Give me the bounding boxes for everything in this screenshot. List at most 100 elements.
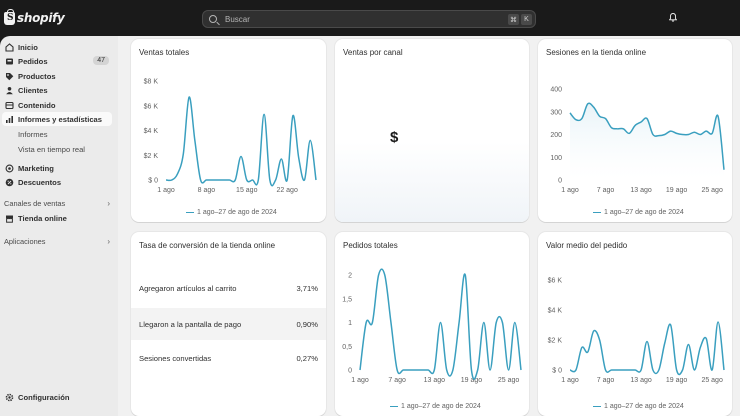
x-tick-label: 1 ago [351, 377, 369, 384]
legend-label: 1 ago–27 de ago de 2024 [197, 209, 277, 216]
chart-placeholder [335, 142, 529, 222]
total-sales-card[interactable]: Ventas totales $ 0 $2 K $4 K $6 K $8 K 1 ago 8… [131, 39, 326, 222]
y-tick-label: 0 [348, 368, 352, 375]
x-tick-label: 1 ago [561, 187, 579, 194]
brand-name: shopify [17, 11, 65, 25]
x-tick-label: 1 ago [561, 377, 579, 384]
series-line [569, 321, 725, 376]
y-tick-label: 100 [550, 155, 562, 162]
x-tick-label: 25 ago [701, 187, 723, 194]
y-tick-label: 400 [550, 87, 562, 94]
legend-line-icon [593, 211, 601, 214]
series-area [570, 103, 724, 180]
sidebar-item-customers[interactable]: Clientes [2, 83, 112, 97]
sidebar-item-label: Pedidos [18, 56, 48, 66]
sidebar: Inicio Pedidos 47 Productos Clientes Con… [0, 36, 118, 416]
shopify-logo[interactable]: S shopify [4, 8, 65, 25]
series-line [359, 268, 522, 380]
y-tick-label: $ 0 [148, 178, 158, 185]
legend-line-icon [390, 405, 398, 408]
sidebar-item-label: Contenido [18, 100, 56, 110]
apps-heading[interactable]: Aplicaciones [4, 237, 46, 246]
total-orders-card[interactable]: Pedidos totales 0 0,5 1 1,5 2 1 ago 7 ago 13 ag… [335, 232, 529, 416]
chart-icon [6, 115, 13, 123]
sidebar-item-label: Marketing [18, 163, 54, 173]
chart-legend: 1 ago–27 de ago de 2024 [593, 403, 684, 410]
card-title: Ventas totales [139, 48, 190, 57]
sidebar-item-home[interactable]: Inicio [2, 40, 112, 54]
sidebar-item-content[interactable]: Contenido [2, 98, 112, 112]
sidebar-item-marketing[interactable]: Marketing [2, 161, 112, 175]
search-bar[interactable]: ⌘ K [202, 10, 536, 28]
sidebar-item-settings[interactable]: Configuración [2, 390, 112, 404]
shortcut-key-cmd: ⌘ [508, 14, 519, 25]
y-tick-label: $4 K [144, 128, 159, 135]
sidebar-item-online-store[interactable]: Tienda online [2, 211, 112, 225]
sales-channels-heading[interactable]: Canales de ventas [4, 199, 65, 208]
shortcut-key-k: K [521, 14, 532, 25]
y-tick-label: $2 K [548, 338, 563, 345]
conversion-row-checkout: Llegaron a la pantalla de pago 0,90% [131, 308, 326, 340]
legend-line-icon [593, 405, 601, 408]
legend-line-icon [186, 211, 194, 214]
chevron-right-icon[interactable]: › [107, 199, 110, 208]
y-tick-label: $4 K [548, 308, 563, 315]
logo-glyph: S [7, 12, 14, 23]
online-sessions-card[interactable]: Sesiones en la tienda online 0 100 200 300 4… [538, 39, 732, 222]
store-icon [6, 215, 13, 223]
sidebar-item-label: Productos [18, 71, 56, 81]
orders-count-badge: 47 [93, 56, 109, 65]
y-tick-label: $2 K [144, 153, 159, 160]
sidebar-subitem-reports[interactable]: Informes [18, 130, 48, 139]
x-tick-label: 1 ago [157, 187, 175, 194]
conversion-label: Sesiones convertidas [139, 353, 212, 363]
card-title: Sesiones en la tienda online [546, 48, 647, 57]
person-icon [6, 86, 13, 94]
x-tick-label: 7 ago [597, 187, 615, 194]
y-tick-label: 0 [558, 178, 562, 185]
conversion-rate-card[interactable]: Tasa de conversión de la tienda online A… [131, 232, 326, 416]
x-tick-label: 19 ago [461, 377, 483, 384]
bell-icon[interactable] [669, 13, 677, 22]
y-tick-label: $6 K [144, 103, 159, 110]
chart-legend: 1 ago–27 de ago de 2024 [186, 209, 277, 216]
card-title: Valor medio del pedido [546, 241, 628, 250]
gear-icon [5, 393, 14, 401]
x-tick-label: 7 ago [388, 377, 406, 384]
apps-label: Aplicaciones [4, 237, 46, 246]
tag-icon [6, 72, 14, 80]
x-tick-label: 13 ago [630, 187, 652, 194]
conversion-label: Llegaron a la pantalla de pago [139, 319, 242, 329]
online-sessions-chart: 0 100 200 300 400 1 ago 7 ago 13 ago 19 ago 25 ag… [550, 87, 725, 194]
sidebar-item-label: Tienda online [18, 213, 67, 223]
y-tick-label: 1,5 [342, 296, 352, 303]
sidebar-item-products[interactable]: Productos [2, 69, 112, 83]
x-tick-label: 19 ago [666, 187, 688, 194]
conversion-label: Agregaron artículos al carrito [139, 283, 237, 293]
sidebar-item-reports[interactable]: Informes y estadísticas [2, 112, 112, 126]
x-tick-label: 25 ago [701, 377, 723, 384]
sidebar-subitem-live-view[interactable]: Vista en tiempo real [18, 145, 85, 154]
sidebar-item-label: Clientes [18, 85, 48, 95]
avg-order-value-card[interactable]: Valor medio del pedido $ 0 $2 K $4 K $6 K 1 … [538, 232, 732, 416]
conversion-row-cart: Agregaron artículos al carrito 3,71% [131, 272, 326, 304]
x-tick-label: 25 ago [498, 377, 520, 384]
chevron-right-icon[interactable]: › [107, 237, 110, 246]
chart-legend: 1 ago–27 de ago de 2024 [593, 209, 684, 216]
discount-icon [5, 178, 14, 186]
y-tick-label: $8 K [144, 79, 159, 86]
sidebar-item-label: Inicio [18, 42, 38, 52]
sidebar-item-discounts[interactable]: Descuentos [2, 175, 112, 189]
target-icon [5, 164, 14, 172]
search-input[interactable] [225, 14, 485, 24]
y-tick-label: 0,5 [342, 344, 352, 351]
x-tick-label: 8 ago [198, 187, 216, 194]
sidebar-item-orders[interactable]: Pedidos 47 [2, 54, 112, 68]
conversion-value: 3,71% [296, 283, 318, 293]
y-tick-label: 1 [348, 320, 352, 327]
x-tick-label: 15 ago [236, 187, 258, 194]
top-bar: S shopify ⌘ K [0, 0, 740, 36]
search-icon [209, 15, 217, 23]
x-tick-label: 13 ago [630, 377, 652, 384]
sales-by-channel-card[interactable]: Ventas por canal $ [335, 39, 529, 222]
